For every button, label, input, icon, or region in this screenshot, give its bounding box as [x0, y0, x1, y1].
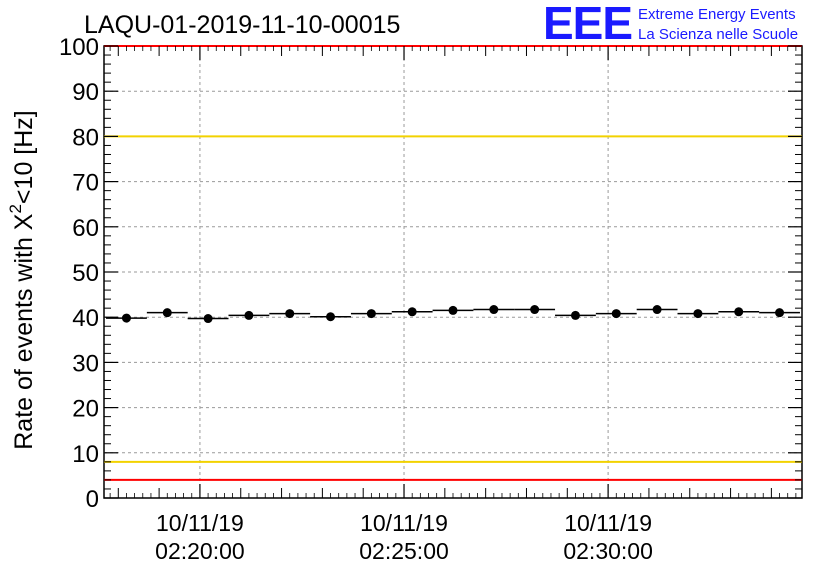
y-tick-label: 90: [72, 79, 99, 106]
data-point: [489, 305, 499, 315]
data-point: [570, 310, 580, 320]
y-tick-label: 100: [59, 34, 99, 61]
logo-line-1: Extreme Energy Events: [638, 6, 796, 23]
y-tick-label: 70: [72, 170, 99, 197]
eee-logo-icon: EEE: [543, 0, 633, 49]
y-tick-label: 10: [72, 441, 99, 468]
data-point: [693, 309, 703, 319]
x-tick-date-label: 10/11/19: [156, 510, 244, 536]
data-point: [285, 309, 295, 319]
y-tick-label: 20: [72, 396, 99, 423]
data-point: [775, 308, 785, 318]
y-tick-label: 60: [72, 215, 99, 242]
data-points: [106, 305, 800, 324]
x-tick-time-label: 02:20:00: [155, 538, 245, 564]
y-axis-title: Rate of events with X2<10 [Hz]: [6, 110, 38, 450]
axis-ticks: [104, 45, 802, 499]
data-point: [203, 314, 213, 324]
x-tick-labels: 10/11/1902:20:0010/11/1902:25:0010/11/19…: [155, 510, 653, 564]
x-tick-date-label: 10/11/19: [564, 510, 652, 536]
data-point: [366, 309, 376, 319]
data-point: [652, 305, 662, 315]
x-tick-date-label: 10/11/19: [360, 510, 448, 536]
y-tick-labels: 0 10 20 30 40 50 60 70 80 90 100: [59, 34, 99, 513]
data-point: [244, 310, 254, 320]
data-point: [530, 305, 540, 315]
x-tick-time-label: 02:25:00: [359, 538, 449, 564]
run-title: LAQU-01-2019-11-10-00015: [84, 11, 401, 39]
reference-lines: [104, 45, 802, 481]
y-tick-label: 50: [72, 260, 99, 287]
data-point: [734, 307, 744, 317]
y-tick-label: 30: [72, 350, 99, 377]
y-tick-label: 0: [86, 486, 99, 513]
y-axis-title-main: Rate of events with X: [10, 213, 38, 450]
grid-lines: [104, 46, 802, 498]
data-point: [326, 312, 336, 322]
data-point: [448, 305, 458, 315]
data-point: [121, 313, 131, 323]
data-point: [407, 307, 417, 317]
y-tick-label: 40: [72, 305, 99, 332]
logo-line-2: La Scienza nelle Scuole: [638, 26, 799, 43]
x-tick-time-label: 02:30:00: [563, 538, 653, 564]
y-axis-title-tail: <10 [Hz]: [10, 110, 38, 204]
data-point: [611, 309, 621, 319]
y-tick-label: 80: [72, 124, 99, 151]
y-axis-title-superscript: 2: [6, 204, 25, 213]
data-point: [162, 308, 172, 318]
